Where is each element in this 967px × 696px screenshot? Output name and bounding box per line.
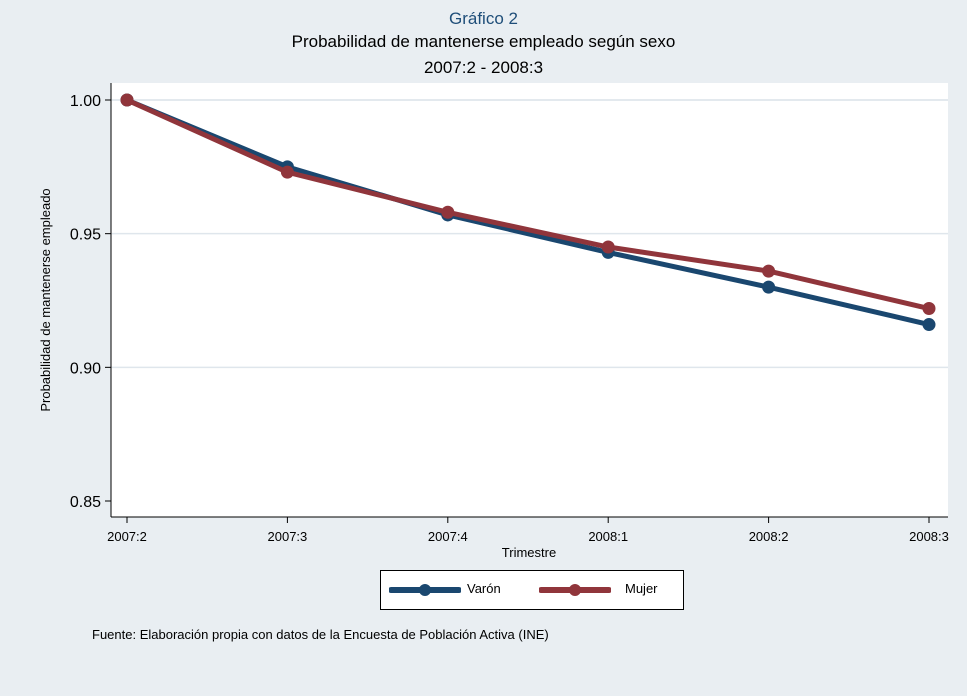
y-axis-title: Probabilidad de mantenerse empleado (38, 188, 53, 411)
x-tick-label: 2007:2 (107, 529, 147, 544)
legend-label-mujer: Mujer (625, 581, 658, 596)
data-point-mujer (762, 264, 776, 278)
data-point-varon (922, 318, 936, 332)
series (120, 93, 936, 332)
legend-marker-mujer (569, 584, 581, 596)
series-line-varon (124, 97, 932, 328)
data-point-mujer (922, 302, 936, 316)
chart-title: Probabilidad de mantenerse empleado segú… (291, 32, 676, 51)
x-axis-title: Trimestre (502, 545, 556, 560)
x-tick-label: 2008:3 (909, 529, 949, 544)
chart-kicker: Gráfico 2 (449, 9, 518, 28)
legend-item-mujer: Mujer (539, 571, 679, 609)
legend-marker-varon (419, 584, 431, 596)
axes (110, 83, 948, 518)
gridlines (111, 99, 948, 369)
legend: Varón Mujer (380, 570, 684, 610)
x-tick-label: 2008:2 (749, 529, 789, 544)
x-tick-label: 2007:4 (428, 529, 468, 544)
y-tick-label: 1.00 (70, 93, 101, 110)
y-tick-label: 0.95 (70, 227, 101, 244)
data-point-mujer (120, 93, 134, 107)
chart-subtitle: 2007:2 - 2008:3 (423, 58, 544, 77)
y-tick-label: 0.90 (70, 360, 101, 377)
data-point-mujer (601, 240, 615, 254)
data-point-mujer (441, 205, 455, 219)
x-ticks: 2007:2 2007:3 2007:4 2008:1 2008:2 2008:3 (107, 517, 949, 544)
y-ticks: 0.85 0.90 0.95 1.00 (70, 93, 111, 511)
legend-label-varon: Varón (467, 581, 501, 596)
series-line-mujer (124, 97, 932, 312)
legend-item-varon: Varón (389, 571, 529, 609)
x-tick-label: 2008:1 (588, 529, 628, 544)
source-note: Fuente: Elaboración propia con datos de … (92, 627, 549, 642)
x-tick-label: 2007:3 (268, 529, 308, 544)
y-tick-label: 0.85 (70, 494, 101, 511)
legend-swatch-mujer (539, 584, 611, 596)
data-point-varon (762, 280, 776, 294)
legend-swatch-varon (389, 584, 461, 596)
data-point-mujer (280, 165, 294, 179)
